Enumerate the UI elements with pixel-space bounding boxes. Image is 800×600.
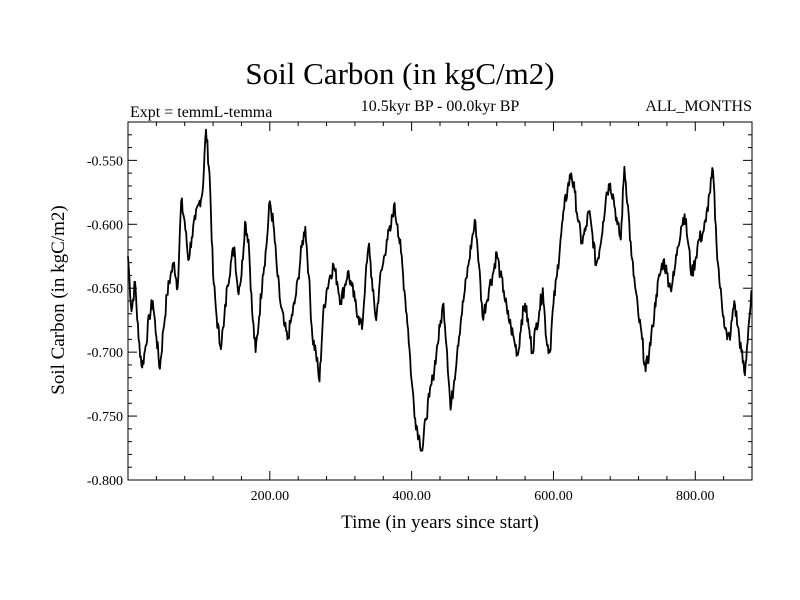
x-tick-label: 400.00 [392, 489, 431, 504]
x-tick-label: 200.00 [251, 489, 290, 504]
y-tick-label: -0.700 [87, 346, 123, 361]
y-tick-label: -0.600 [87, 218, 123, 233]
chart-title: Soil Carbon (in kgC/m2) [245, 56, 555, 91]
y-tick-label: -0.650 [87, 282, 123, 297]
y-tick-label: -0.550 [87, 154, 123, 169]
experiment-label: Expt = temmL-temma [130, 104, 273, 121]
months-label: ALL_MONTHS [645, 98, 752, 115]
plot-frame [127, 121, 753, 481]
x-tick-label: 600.00 [534, 489, 573, 504]
series-line-soil-carbon [127, 128, 753, 452]
y-tick-label: -0.750 [87, 410, 123, 425]
x-tick-label: 800.00 [676, 489, 715, 504]
y-axis-label: Soil Carbon (in kgC/m2) [48, 205, 69, 394]
x-axis-label: Time (in years since start) [341, 512, 539, 533]
y-tick-label: -0.800 [87, 474, 123, 489]
period-label: 10.5kyr BP - 00.0kyr BP [360, 98, 520, 115]
